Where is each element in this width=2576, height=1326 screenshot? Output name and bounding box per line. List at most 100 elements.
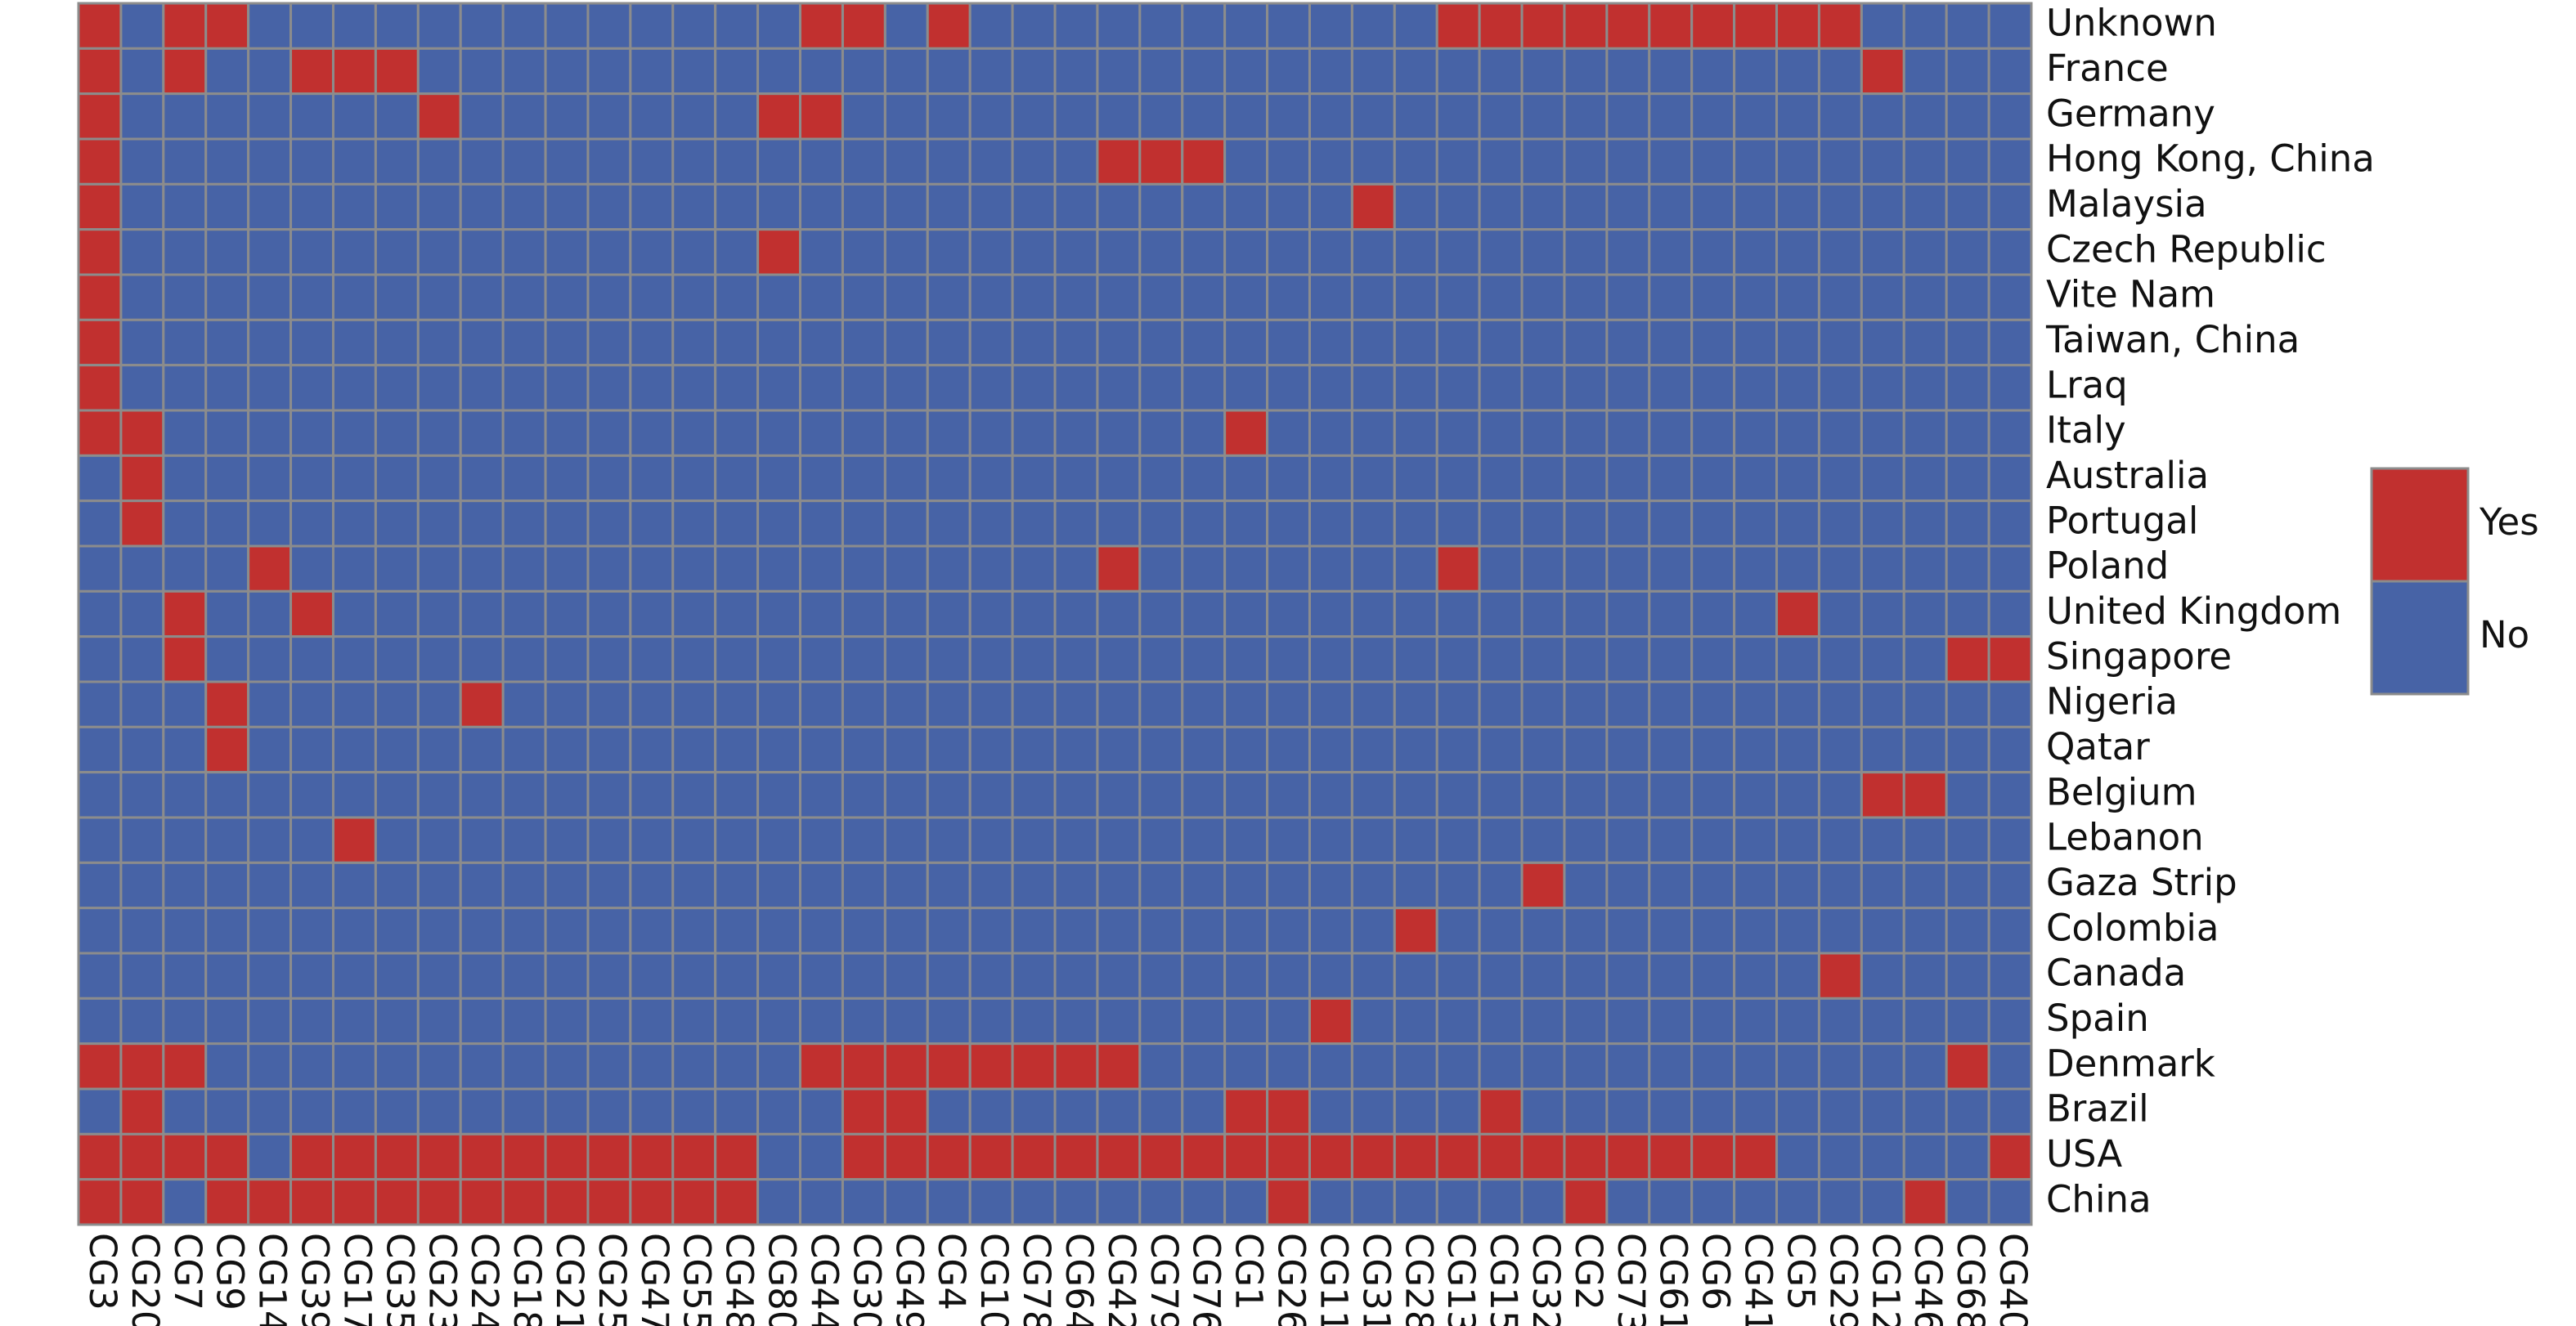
heatmap-cell — [1350, 680, 1396, 728]
heatmap-cell — [1266, 771, 1311, 819]
y-tick-label: Belgium — [2046, 770, 2197, 813]
heatmap-cell — [247, 454, 293, 503]
heatmap-cell — [416, 409, 462, 457]
heatmap-cell — [1945, 364, 1990, 412]
heatmap-cell — [1605, 2, 1651, 50]
heatmap-cell — [841, 816, 886, 864]
heatmap-cell — [119, 861, 165, 910]
heatmap-cell — [374, 589, 420, 638]
heatmap-cell — [1605, 499, 1651, 548]
y-tick-label: Germany — [2046, 92, 2215, 135]
heatmap-cell — [926, 680, 972, 728]
x-tick-label: CG29 — [1821, 1233, 1865, 1326]
heatmap-cell — [756, 1132, 802, 1181]
x-tick-label: CG7 — [166, 1233, 209, 1310]
heatmap-cell — [1987, 816, 2033, 864]
heatmap-cell — [586, 907, 632, 955]
heatmap-cell — [204, 364, 250, 412]
heatmap-cell — [459, 997, 505, 1046]
heatmap-cell — [756, 182, 802, 231]
heatmap-cell — [1690, 861, 1736, 910]
heatmap-cell — [1945, 1178, 1990, 1226]
heatmap-cell — [1605, 589, 1651, 638]
heatmap-cell — [416, 1087, 462, 1136]
heatmap-cell — [204, 92, 250, 141]
heatmap-cell — [1690, 1042, 1736, 1091]
heatmap-cell — [1648, 92, 1694, 141]
heatmap-cell — [714, 228, 760, 276]
heatmap-cell — [1181, 273, 1227, 321]
heatmap-cell — [247, 92, 293, 141]
heatmap-cell — [1945, 409, 1990, 457]
heatmap-cell — [459, 589, 505, 638]
heatmap-cell — [629, 318, 675, 367]
heatmap-cell — [841, 273, 886, 321]
heatmap-cell — [1096, 1087, 1142, 1136]
heatmap-cell — [501, 907, 547, 955]
heatmap-cell — [1011, 273, 1057, 321]
heatmap-cell — [1563, 816, 1609, 864]
heatmap-cell — [1223, 47, 1269, 96]
heatmap-cell — [1223, 182, 1269, 231]
heatmap-cell — [331, 1087, 377, 1136]
heatmap-cell — [1817, 318, 1863, 367]
heatmap-cell — [1733, 1087, 1779, 1136]
heatmap-cell — [1945, 499, 1990, 548]
heatmap-cell — [374, 544, 420, 593]
heatmap-cell — [459, 273, 505, 321]
heatmap-cell — [629, 861, 675, 910]
heatmap-cell — [1775, 364, 1820, 412]
heatmap-cell — [714, 771, 760, 819]
heatmap-cell — [1860, 1087, 1905, 1136]
heatmap-cell — [714, 1178, 760, 1226]
heatmap-cell — [1987, 409, 2033, 457]
heatmap-cell — [671, 725, 717, 774]
heatmap-cell — [1775, 47, 1820, 96]
heatmap-cell — [1648, 1042, 1694, 1091]
heatmap-cell — [1563, 544, 1609, 593]
heatmap-cell — [416, 1042, 462, 1091]
heatmap-cell — [883, 1087, 929, 1136]
heatmap-cell — [416, 725, 462, 774]
heatmap-cell — [714, 861, 760, 910]
heatmap-cell — [841, 228, 886, 276]
heatmap-cell — [1690, 1087, 1736, 1136]
heatmap-cell — [841, 680, 886, 728]
heatmap-cell — [1478, 952, 1524, 1000]
heatmap-cell — [1860, 273, 1905, 321]
heatmap-cell — [331, 816, 377, 864]
heatmap-cell — [1860, 907, 1905, 955]
x-tick-label: CG11 — [1312, 1233, 1355, 1326]
heatmap-cell — [459, 1178, 505, 1226]
heatmap-cell — [756, 635, 802, 683]
heatmap-cell — [416, 228, 462, 276]
y-tick-label: Qatar — [2046, 725, 2150, 768]
heatmap-cell — [544, 499, 590, 548]
x-tick-label: CG42 — [1100, 1233, 1143, 1326]
heatmap-cell — [289, 680, 334, 728]
heatmap-cell — [1011, 92, 1057, 141]
heatmap-cell — [1223, 771, 1269, 819]
heatmap-cell — [1817, 454, 1863, 503]
heatmap-cell — [883, 725, 929, 774]
heatmap-cell — [1520, 544, 1566, 593]
heatmap-cell — [416, 544, 462, 593]
heatmap-cell — [1817, 182, 1863, 231]
heatmap-cell — [1520, 499, 1566, 548]
heatmap-cell — [1350, 816, 1396, 864]
heatmap-cell — [883, 182, 929, 231]
heatmap-cell — [1478, 680, 1524, 728]
heatmap-cell — [1733, 589, 1779, 638]
heatmap-cell — [77, 544, 123, 593]
heatmap-cell — [331, 92, 377, 141]
heatmap-cell — [204, 952, 250, 1000]
heatmap-cell — [1393, 137, 1438, 186]
heatmap-cell — [1520, 725, 1566, 774]
heatmap-cell — [968, 182, 1014, 231]
x-tick-label: CG20 — [123, 1233, 167, 1326]
heatmap-cell — [1817, 47, 1863, 96]
heatmap-cell — [1520, 907, 1566, 955]
heatmap-cell — [1181, 409, 1227, 457]
heatmap-cell — [1223, 273, 1269, 321]
